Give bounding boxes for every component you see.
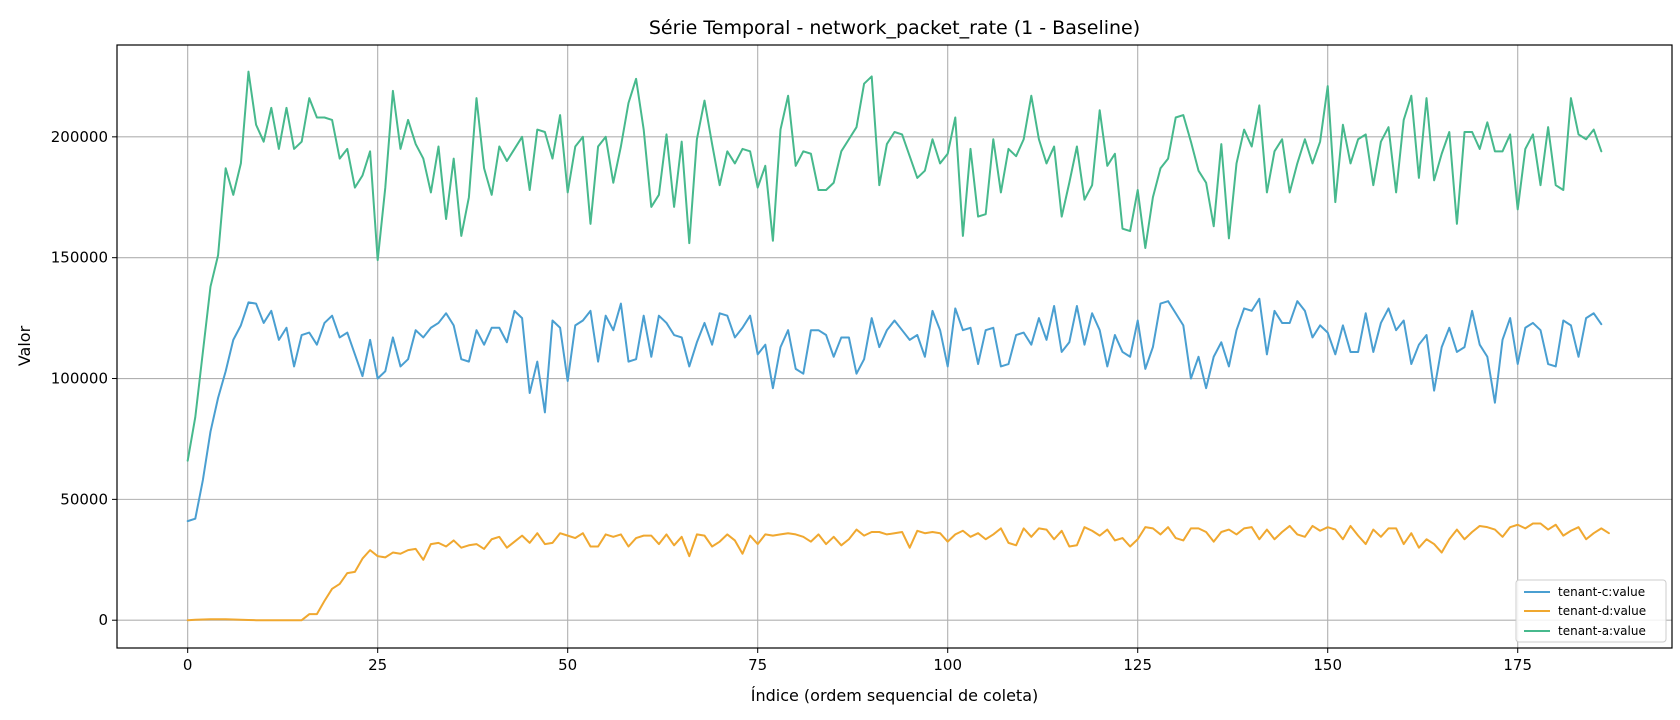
x-tick-label: 50 xyxy=(558,656,577,674)
legend: tenant-c:value tenant-d:value tenant-a:v… xyxy=(1515,579,1667,643)
x-tick-label: 25 xyxy=(368,656,387,674)
y-tick-label: 200000 xyxy=(51,128,108,146)
y-axis-ticks: 0 50000 100000 150000 200000 xyxy=(51,128,117,629)
plot-frame xyxy=(116,44,1673,649)
series-line-tenant-a xyxy=(186,70,1603,462)
x-tick-label: 75 xyxy=(748,656,767,674)
legend-box xyxy=(1515,579,1667,643)
x-tick-label: 175 xyxy=(1503,656,1532,674)
x-tick-label: 125 xyxy=(1123,656,1152,674)
legend-label-tenant-c: tenant-c:value xyxy=(1558,585,1645,599)
y-tick-label: 50000 xyxy=(60,490,108,508)
grid-lines xyxy=(117,45,1672,648)
series-line-tenant-c xyxy=(186,297,1603,523)
x-axis-ticks: 0 25 50 75 100 125 150 175 xyxy=(183,648,1532,674)
legend-label-tenant-d: tenant-d:value xyxy=(1558,604,1646,618)
x-axis-label: Índice (ordem sequencial de coleta) xyxy=(751,686,1039,705)
legend-label-tenant-a: tenant-a:value xyxy=(1558,624,1646,638)
y-tick-label: 100000 xyxy=(51,370,108,388)
series-lines xyxy=(186,70,1610,622)
x-tick-label: 0 xyxy=(183,656,193,674)
x-tick-label: 150 xyxy=(1313,656,1342,674)
y-axis-label: Valor xyxy=(15,325,34,366)
x-tick-label: 100 xyxy=(933,656,962,674)
y-tick-label: 150000 xyxy=(51,249,108,267)
series-line-tenant-d xyxy=(186,522,1610,622)
chart-title: Série Temporal - network_packet_rate (1 … xyxy=(649,17,1140,39)
y-tick-label: 0 xyxy=(98,611,108,629)
